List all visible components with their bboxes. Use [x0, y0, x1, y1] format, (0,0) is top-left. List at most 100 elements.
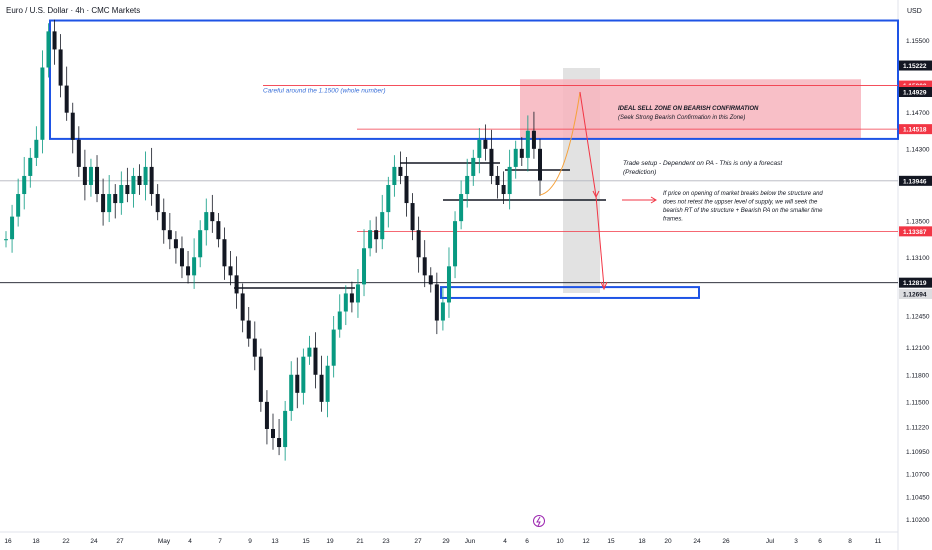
candle-body [131, 175, 136, 195]
candle-body [240, 293, 245, 321]
price-label: 1.15222 [903, 63, 927, 70]
candle-body [416, 230, 421, 258]
candle-body [525, 130, 530, 158]
candle-body [107, 194, 112, 213]
candle-body [368, 230, 373, 249]
candle-body [380, 212, 385, 240]
y-tick-label: 1.15500 [906, 38, 930, 45]
candle-body [453, 221, 458, 267]
x-tick-label: 16 [4, 538, 12, 545]
x-tick-label: 3 [794, 538, 798, 545]
candle-body [483, 139, 488, 149]
candle-body [101, 194, 106, 213]
candle-body [446, 266, 451, 303]
candle-body [362, 248, 367, 285]
candle-body [386, 184, 391, 213]
candle-body [507, 166, 512, 195]
x-tick-label: 10 [556, 538, 564, 545]
candle-body [186, 266, 191, 276]
x-tick-label: 29 [442, 538, 450, 545]
currency-label[interactable]: USD [907, 8, 922, 15]
x-tick-label: 18 [638, 538, 646, 545]
candle-body [40, 67, 45, 140]
candle-body [88, 166, 93, 185]
candle-body [161, 212, 166, 231]
candle-body [501, 184, 506, 195]
x-tick-label: 15 [302, 538, 310, 545]
candle-body [210, 212, 215, 222]
candle-body [319, 374, 324, 402]
x-tick-label: 13 [271, 538, 279, 545]
y-tick-label: 1.11500 [906, 399, 929, 406]
candle-body [513, 148, 518, 167]
price-label: 1.13387 [903, 229, 927, 236]
note-annotation: frames. [663, 217, 683, 223]
forecast-arrowhead [592, 190, 600, 199]
x-tick-label: 21 [356, 538, 364, 545]
careful-annotation: Careful around the 1.1500 (whole number) [263, 88, 386, 95]
lightning-icon[interactable] [533, 515, 545, 527]
x-tick-label: 18 [32, 538, 40, 545]
candle-body [119, 184, 124, 204]
candle-body [34, 139, 39, 158]
candle-body [277, 438, 282, 448]
candle-body [422, 257, 427, 276]
candle-body [440, 302, 445, 321]
candle-body [125, 184, 130, 195]
candle-body [258, 356, 263, 402]
candle-body [216, 221, 221, 240]
y-tick-label: 1.13100 [906, 255, 930, 262]
sell-zone-subtitle: (Seek Strong Bearish Confirmation in thi… [618, 115, 745, 121]
x-tick-label: 22 [62, 538, 70, 545]
candle-body [10, 216, 15, 240]
candle-body [349, 293, 354, 303]
setup-annotation: (Prediction) [623, 169, 656, 176]
candle-body [234, 275, 239, 294]
candle-body [331, 329, 336, 366]
y-tick-label: 1.10950 [906, 449, 930, 456]
candle-body [64, 85, 69, 113]
price-label-bg [899, 124, 932, 135]
candle-body [58, 49, 63, 86]
candle-body [301, 356, 306, 393]
y-tick-label: 1.14700 [906, 110, 930, 117]
candle-body [155, 194, 160, 213]
x-tick-label: 20 [664, 538, 672, 545]
y-tick-label: 1.11800 [906, 372, 929, 379]
candle-body [22, 175, 27, 195]
price-label: 1.14518 [903, 127, 927, 134]
price-label: 1.12694 [903, 291, 927, 298]
x-tick-label: 11 [875, 538, 882, 545]
x-tick-label: 8 [848, 538, 852, 545]
candle-body [228, 266, 233, 276]
x-tick-label: 6 [525, 538, 529, 545]
candle-body [459, 194, 464, 222]
candle-body [337, 311, 342, 330]
candle-body [82, 166, 87, 185]
candle-body [283, 410, 288, 448]
candle-body [143, 166, 148, 185]
x-tick-label: Jul [766, 538, 775, 545]
x-tick-label: 6 [818, 538, 822, 545]
x-tick-label: 4 [188, 538, 192, 545]
candle-body [95, 166, 100, 195]
lightning-icon-circle [533, 515, 545, 527]
note-annotation: If price on opening of market breaks bel… [663, 191, 823, 197]
candle-body [149, 166, 154, 195]
upper-blue-box [49, 19, 899, 140]
y-tick-label: 1.12450 [906, 314, 930, 321]
candle-body [52, 31, 57, 50]
x-tick-label: 24 [693, 538, 701, 545]
note-annotation: bearish RT of the structure + Bearish PA… [663, 208, 823, 214]
candle-body [392, 166, 397, 185]
forecast-up-curve [539, 91, 581, 196]
candle-body [246, 320, 251, 339]
x-tick-label: 4 [503, 538, 507, 545]
candle-body [4, 239, 8, 241]
price-label-bg [899, 86, 932, 97]
price-label-bg [899, 288, 932, 299]
price-label-bg [899, 277, 932, 288]
candle-body [410, 203, 415, 231]
forecast-arrowhead [600, 281, 608, 291]
